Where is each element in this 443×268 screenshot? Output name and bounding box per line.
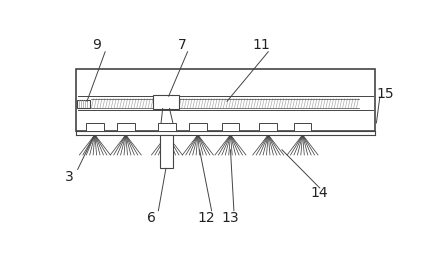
Bar (259, 122, 277, 131)
Bar (294, 122, 311, 131)
Bar (189, 122, 207, 131)
Text: 7: 7 (178, 38, 187, 51)
Text: 13: 13 (222, 211, 239, 225)
Text: 3: 3 (65, 170, 74, 184)
Text: 11: 11 (253, 38, 270, 51)
Bar (153, 95, 179, 109)
Text: 6: 6 (147, 211, 156, 225)
Bar (158, 122, 176, 131)
Bar (77, 100, 90, 108)
Text: 15: 15 (376, 87, 394, 101)
Text: 14: 14 (311, 186, 329, 200)
Bar (76, 69, 375, 131)
Bar (222, 122, 239, 131)
Bar (117, 122, 135, 131)
Bar (160, 135, 174, 168)
Text: 12: 12 (198, 211, 215, 225)
Text: 9: 9 (92, 38, 101, 51)
Bar (86, 122, 104, 131)
